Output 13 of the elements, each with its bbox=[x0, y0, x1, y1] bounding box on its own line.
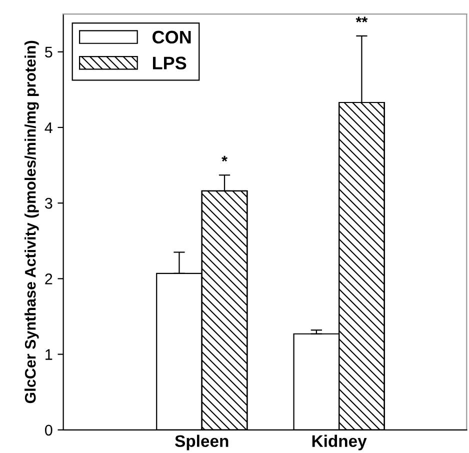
annotation: ** bbox=[356, 16, 368, 22]
legend-label: CON bbox=[152, 30, 191, 44]
x-tick-label: Spleen bbox=[175, 434, 228, 450]
y-tick-label: 3 bbox=[44, 198, 52, 209]
y-tick-label: 0 bbox=[45, 424, 52, 436]
x-tick-label: Kidney bbox=[312, 434, 367, 450]
y-tick-label: 5 bbox=[45, 46, 52, 58]
legend-label: LPS bbox=[152, 56, 186, 70]
y-tick-label: 2 bbox=[45, 274, 52, 284]
y-axis-title: GlcCer Synthase Activity (pmoles/min/mg protein) bbox=[24, 40, 39, 404]
y-tick-label: 4 bbox=[44, 122, 52, 133]
annotation: * bbox=[222, 156, 228, 162]
y-tick-label: 1 bbox=[46, 349, 52, 360]
